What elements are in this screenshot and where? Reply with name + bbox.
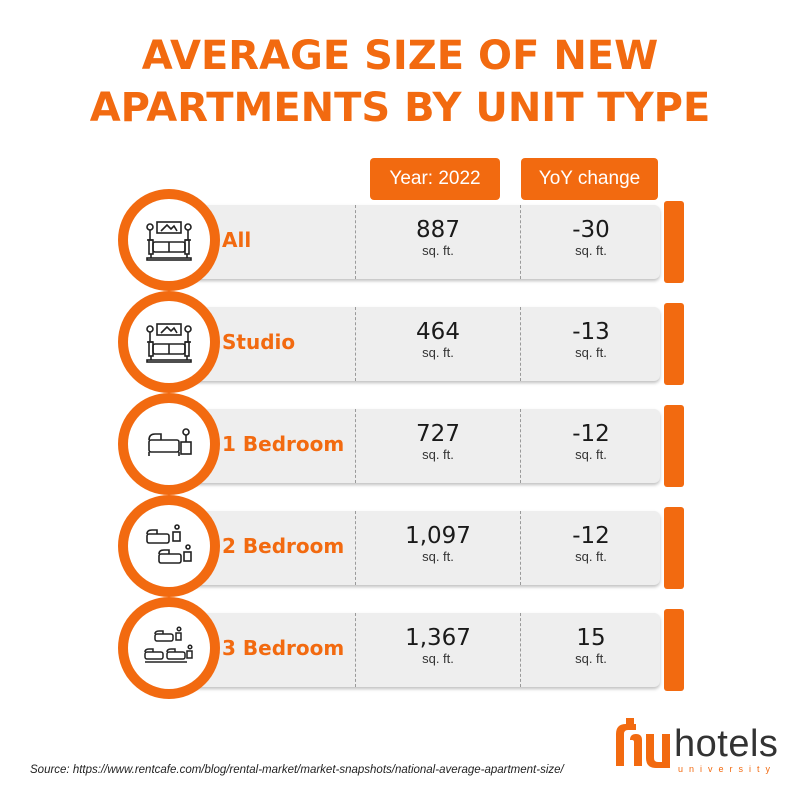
row-card xyxy=(170,511,660,585)
single-bed-icon xyxy=(128,403,210,485)
yoy-change-unit: sq. ft. xyxy=(575,243,607,258)
row-divider xyxy=(355,511,356,585)
row-accent-tab xyxy=(664,507,684,589)
row-card xyxy=(170,613,660,687)
year-2022-cell: 727 sq. ft. xyxy=(368,421,508,462)
yoy-change-value: -12 xyxy=(572,421,610,447)
living-room-icon xyxy=(128,199,210,281)
chart-title: AVERAGE SIZE OF NEW APARTMENTS BY UNIT T… xyxy=(0,30,800,134)
year-2022-unit: sq. ft. xyxy=(422,243,454,258)
yoy-change-unit: sq. ft. xyxy=(575,447,607,462)
yoy-change-cell: -12 sq. ft. xyxy=(521,421,661,462)
year-2022-unit: sq. ft. xyxy=(422,549,454,564)
row-divider xyxy=(520,205,521,279)
row-divider xyxy=(355,307,356,381)
year-2022-unit: sq. ft. xyxy=(422,651,454,666)
row-label: 2 Bedroom xyxy=(222,534,345,558)
source-note: Source: https://www.rentcafe.com/blog/re… xyxy=(30,764,564,776)
row-label: 3 Bedroom xyxy=(222,636,345,660)
yoy-change-cell: -12 sq. ft. xyxy=(521,523,661,564)
row-divider xyxy=(520,613,521,687)
row-divider xyxy=(355,409,356,483)
row-label: All xyxy=(222,228,252,252)
column-header-year: Year: 2022 xyxy=(370,158,500,200)
yoy-change-value: -30 xyxy=(572,217,610,243)
title-line-2: APARTMENTS BY UNIT TYPE xyxy=(89,85,711,131)
year-2022-cell: 887 sq. ft. xyxy=(368,217,508,258)
row-card xyxy=(170,409,660,483)
hu-monogram-icon xyxy=(616,718,670,768)
row-card xyxy=(170,205,660,279)
table-row: 1 Bedroom 727 sq. ft. -12 sq. ft. xyxy=(0,393,800,495)
row-divider xyxy=(520,409,521,483)
table-row: All 887 sq. ft. -30 sq. ft. xyxy=(0,189,800,291)
logo-subtext: university xyxy=(678,764,777,774)
table-row: 2 Bedroom 1,097 sq. ft. -12 sq. ft. xyxy=(0,495,800,597)
column-header-yoy: YoY change xyxy=(521,158,658,200)
yoy-change-unit: sq. ft. xyxy=(575,345,607,360)
row-divider xyxy=(355,205,356,279)
three-beds-icon xyxy=(128,607,210,689)
row-accent-tab xyxy=(664,303,684,385)
yoy-change-unit: sq. ft. xyxy=(575,651,607,666)
year-2022-value: 464 xyxy=(416,319,460,345)
year-2022-cell: 464 sq. ft. xyxy=(368,319,508,360)
row-divider xyxy=(355,613,356,687)
yoy-change-value: -13 xyxy=(572,319,610,345)
logo-wordmark: hotels xyxy=(674,723,779,765)
year-2022-cell: 1,367 sq. ft. xyxy=(368,625,508,666)
row-accent-tab xyxy=(664,201,684,283)
living-room-icon xyxy=(128,301,210,383)
yoy-change-cell: 15 sq. ft. xyxy=(521,625,661,666)
year-2022-value: 887 xyxy=(416,217,460,243)
row-card xyxy=(170,307,660,381)
two-beds-icon xyxy=(128,505,210,587)
table-row: 3 Bedroom 1,367 sq. ft. 15 sq. ft. xyxy=(0,597,800,699)
yoy-change-value: 15 xyxy=(576,625,606,651)
row-divider xyxy=(520,307,521,381)
yoy-change-value: -12 xyxy=(572,523,610,549)
hotels-university-logo: hotels university xyxy=(612,716,782,778)
yoy-change-cell: -30 sq. ft. xyxy=(521,217,661,258)
row-accent-tab xyxy=(664,405,684,487)
row-accent-tab xyxy=(664,609,684,691)
row-label: Studio xyxy=(222,330,296,354)
title-line-1: AVERAGE SIZE OF NEW xyxy=(141,33,659,79)
yoy-change-cell: -13 sq. ft. xyxy=(521,319,661,360)
year-2022-unit: sq. ft. xyxy=(422,345,454,360)
year-2022-unit: sq. ft. xyxy=(422,447,454,462)
row-divider xyxy=(520,511,521,585)
year-2022-value: 1,097 xyxy=(405,523,471,549)
table-row: Studio 464 sq. ft. -13 sq. ft. xyxy=(0,291,800,393)
year-2022-value: 1,367 xyxy=(405,625,471,651)
year-2022-cell: 1,097 sq. ft. xyxy=(368,523,508,564)
year-2022-value: 727 xyxy=(416,421,460,447)
row-label: 1 Bedroom xyxy=(222,432,345,456)
yoy-change-unit: sq. ft. xyxy=(575,549,607,564)
